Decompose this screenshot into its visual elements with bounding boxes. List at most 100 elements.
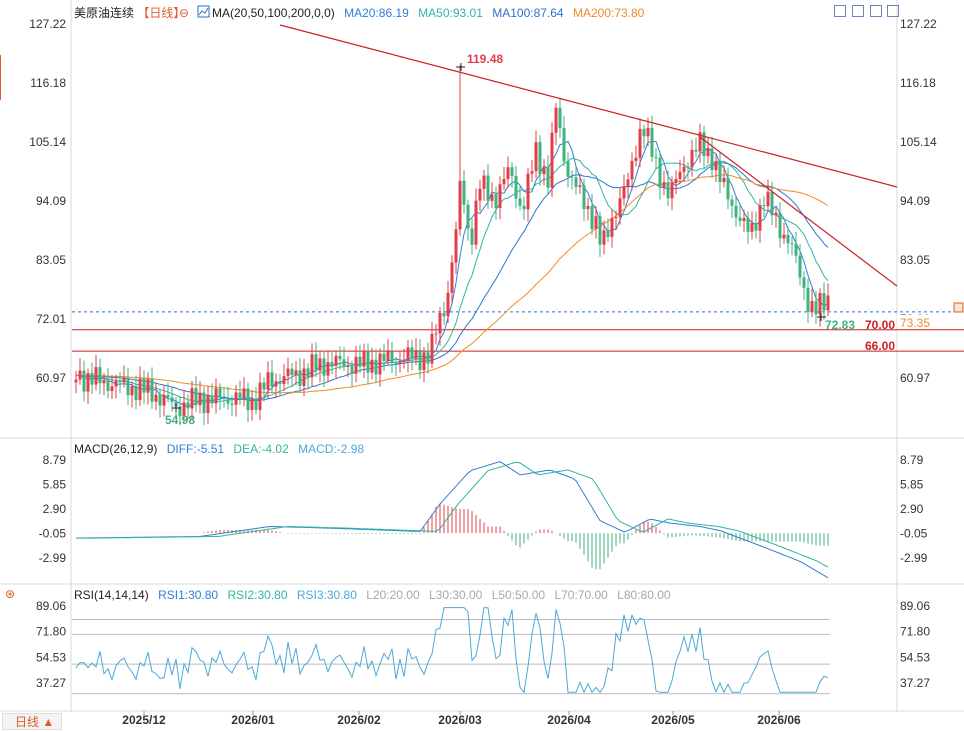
candle-body bbox=[766, 191, 770, 207]
macd-dea-line bbox=[76, 461, 829, 568]
price-tick-right: 94.09 bbox=[900, 194, 930, 208]
candle-body bbox=[114, 380, 118, 387]
candle-body bbox=[158, 394, 162, 406]
candle-body bbox=[566, 161, 570, 177]
candle-body bbox=[206, 395, 210, 414]
candle-body bbox=[394, 362, 398, 364]
candle-body bbox=[338, 355, 342, 360]
candle-body bbox=[254, 399, 258, 410]
candle-body bbox=[386, 351, 390, 361]
candle-body bbox=[806, 287, 810, 313]
candle-body bbox=[210, 395, 214, 404]
candle-body bbox=[314, 354, 318, 371]
level-70-label: 70.00 bbox=[865, 318, 895, 332]
time-axis-ticks: 2025/12 2026/01 2026/02 2026/03 2026/04 2026/… bbox=[122, 711, 801, 727]
candle-body bbox=[722, 177, 726, 183]
candle-body bbox=[614, 216, 618, 219]
candle-body bbox=[686, 166, 690, 168]
candle-body bbox=[662, 182, 666, 188]
candle-body bbox=[442, 312, 446, 317]
macd-diff-value: DIFF:-5.51 bbox=[167, 442, 225, 456]
rsi-settings-icon[interactable]: ⊛ bbox=[5, 587, 15, 601]
candle-body bbox=[102, 379, 106, 384]
period-toggle-icon[interactable]: ⊖ bbox=[179, 6, 189, 20]
candle-body bbox=[798, 255, 802, 278]
candle-body bbox=[334, 355, 338, 366]
low-label: 54.98 bbox=[165, 413, 195, 427]
time-tick-label: 2026/03 bbox=[438, 713, 482, 727]
candle-body bbox=[574, 177, 578, 187]
candle-body bbox=[166, 394, 170, 398]
candle-body bbox=[826, 295, 830, 311]
zoom-icon[interactable] bbox=[870, 5, 882, 17]
candle-body bbox=[270, 372, 274, 387]
candle-body bbox=[514, 175, 518, 199]
candle-body bbox=[666, 182, 670, 199]
price-flag-icon[interactable] bbox=[953, 302, 964, 313]
svg-text:美原油连续 【日线】: 美原油连续 【日线】 bbox=[74, 5, 185, 20]
period-label: 【日线】 bbox=[137, 6, 185, 20]
candle-body bbox=[818, 293, 822, 315]
rsi-tick-left: 37.27 bbox=[36, 676, 66, 690]
rsi-tick-right: 54.53 bbox=[900, 650, 930, 664]
candle-body bbox=[282, 376, 286, 385]
ma-label: MA(20,50,100,200,0,0) bbox=[212, 6, 335, 20]
candle-body bbox=[782, 234, 786, 239]
expand-icon[interactable] bbox=[834, 5, 846, 17]
price-tick-right: 116.18 bbox=[900, 76, 936, 90]
candle-body bbox=[142, 378, 146, 393]
candle-body bbox=[162, 394, 166, 406]
candle-body bbox=[506, 167, 510, 180]
candle-body bbox=[538, 142, 542, 175]
candle-body bbox=[138, 378, 142, 401]
candle-body bbox=[794, 243, 798, 256]
candle-body bbox=[374, 359, 378, 375]
candle-body bbox=[650, 127, 654, 157]
candle-body bbox=[258, 382, 262, 410]
candle-body bbox=[658, 157, 662, 188]
candle-body bbox=[98, 367, 102, 384]
candle-body bbox=[78, 370, 82, 380]
candle-body bbox=[370, 359, 374, 373]
rsi-tick-right: 37.27 bbox=[900, 676, 930, 690]
candle-body bbox=[154, 394, 158, 402]
candle-body bbox=[750, 222, 754, 232]
rsi-tick-left: 89.06 bbox=[36, 599, 66, 613]
candle-body bbox=[634, 157, 638, 161]
candle-body bbox=[606, 230, 610, 237]
price-tick-left: 94.09 bbox=[36, 194, 66, 208]
candle-body bbox=[810, 300, 814, 313]
candle-body bbox=[590, 206, 594, 230]
candle-body bbox=[234, 392, 238, 405]
candle-body bbox=[222, 397, 226, 399]
candle-body bbox=[382, 353, 386, 361]
candle-body bbox=[706, 148, 710, 157]
candle-body bbox=[758, 205, 762, 231]
svg-text:RSI(14,14,14) RSI1:30.80: RSI(14,14,14) RSI1:30.80 RSI2:30.80 RSI3… bbox=[74, 588, 671, 602]
candle-body bbox=[330, 362, 334, 366]
candle-body bbox=[354, 356, 358, 374]
candle-body bbox=[366, 351, 370, 373]
indicator-icon[interactable] bbox=[197, 5, 210, 18]
candle-body bbox=[702, 132, 706, 157]
candle-body bbox=[462, 180, 466, 205]
candle-body bbox=[714, 161, 718, 171]
candle-body bbox=[150, 379, 154, 402]
macd-tick-left: 5.85 bbox=[43, 477, 67, 491]
rsi-l20: L20:20.00 bbox=[366, 588, 420, 602]
settings-icon[interactable] bbox=[887, 5, 899, 17]
layout-icon[interactable] bbox=[852, 5, 864, 17]
candle-body bbox=[746, 218, 750, 232]
candle-body bbox=[310, 354, 314, 378]
candle-body bbox=[450, 262, 454, 293]
candle-body bbox=[526, 173, 530, 210]
period-button[interactable]: 日线 ▲ bbox=[2, 713, 62, 730]
candle-body bbox=[94, 367, 98, 385]
macd-tick-left: 2.90 bbox=[43, 502, 67, 516]
candle-body bbox=[582, 185, 586, 210]
candle-body bbox=[478, 188, 482, 201]
candle-body bbox=[238, 392, 242, 399]
candle-body bbox=[678, 171, 682, 179]
candle-body bbox=[182, 402, 186, 417]
